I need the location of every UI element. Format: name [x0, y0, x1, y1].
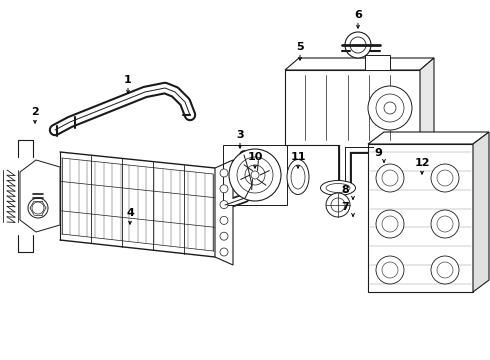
- Text: 5: 5: [296, 42, 304, 52]
- Text: 12: 12: [414, 158, 430, 168]
- Circle shape: [431, 256, 459, 284]
- Bar: [368, 144, 473, 292]
- Circle shape: [437, 216, 453, 232]
- Circle shape: [220, 169, 228, 177]
- Circle shape: [382, 170, 398, 186]
- Polygon shape: [368, 132, 489, 144]
- Ellipse shape: [287, 159, 309, 194]
- Circle shape: [345, 32, 371, 58]
- Circle shape: [376, 94, 404, 122]
- Text: 11: 11: [290, 152, 306, 162]
- Circle shape: [220, 248, 228, 256]
- Circle shape: [350, 37, 366, 53]
- Circle shape: [376, 164, 404, 192]
- Polygon shape: [473, 132, 489, 292]
- Circle shape: [220, 216, 228, 224]
- Text: 4: 4: [126, 208, 134, 218]
- Bar: [285, 70, 420, 145]
- Circle shape: [251, 171, 259, 179]
- Circle shape: [382, 262, 398, 278]
- Text: 10: 10: [247, 152, 263, 162]
- Circle shape: [220, 185, 228, 193]
- Text: 3: 3: [236, 130, 244, 140]
- Circle shape: [376, 256, 404, 284]
- Polygon shape: [215, 160, 233, 265]
- Circle shape: [229, 149, 281, 201]
- Circle shape: [28, 198, 48, 218]
- Circle shape: [384, 102, 396, 114]
- Text: 9: 9: [374, 148, 382, 158]
- Ellipse shape: [320, 180, 356, 195]
- Bar: [223, 145, 287, 205]
- Text: 7: 7: [341, 202, 349, 212]
- Circle shape: [326, 193, 350, 217]
- Text: 6: 6: [354, 10, 362, 20]
- Text: 8: 8: [341, 185, 349, 195]
- Ellipse shape: [326, 184, 350, 193]
- Text: 2: 2: [31, 107, 39, 117]
- Ellipse shape: [291, 165, 305, 189]
- Polygon shape: [420, 58, 434, 145]
- Circle shape: [368, 86, 412, 130]
- Text: 1: 1: [124, 75, 132, 85]
- Polygon shape: [285, 58, 434, 70]
- Circle shape: [331, 198, 345, 212]
- Circle shape: [431, 164, 459, 192]
- Circle shape: [382, 216, 398, 232]
- Circle shape: [220, 201, 228, 208]
- Polygon shape: [20, 160, 60, 232]
- Circle shape: [245, 165, 265, 185]
- Circle shape: [32, 202, 44, 214]
- Bar: [365, 55, 390, 70]
- Circle shape: [437, 170, 453, 186]
- Circle shape: [431, 210, 459, 238]
- Circle shape: [237, 157, 273, 193]
- Circle shape: [437, 262, 453, 278]
- Circle shape: [376, 210, 404, 238]
- Circle shape: [220, 232, 228, 240]
